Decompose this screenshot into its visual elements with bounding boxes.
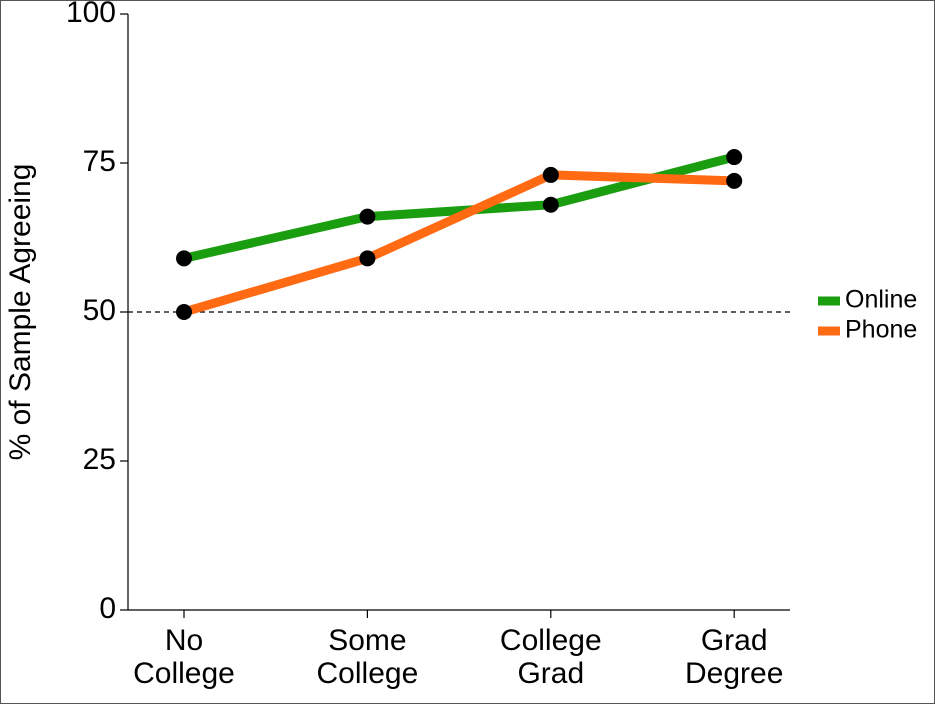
y-tick-label: 50 — [83, 294, 116, 327]
marker — [726, 149, 743, 166]
y-tick-label: 25 — [83, 443, 116, 476]
legend-label: Phone — [845, 316, 917, 344]
x-tick-label: College Grad — [499, 624, 602, 690]
marker — [359, 250, 376, 267]
y-tick-label: 75 — [83, 145, 116, 178]
legend-label: Online — [845, 286, 917, 314]
y-axis-title: % of Sample Agreeing — [4, 164, 37, 461]
marker — [176, 250, 192, 267]
marker — [542, 166, 559, 183]
marker — [176, 304, 192, 320]
x-tick-label: Some College — [316, 624, 419, 690]
marker — [359, 208, 376, 225]
marker — [726, 172, 743, 189]
marker — [542, 196, 559, 213]
y-tick-label: 0 — [99, 592, 116, 625]
x-tick-label: Grad Degree — [684, 624, 784, 690]
x-tick-label: No College — [133, 624, 235, 690]
series-line — [182, 170, 735, 317]
y-tick-label: 100 — [66, 0, 116, 29]
